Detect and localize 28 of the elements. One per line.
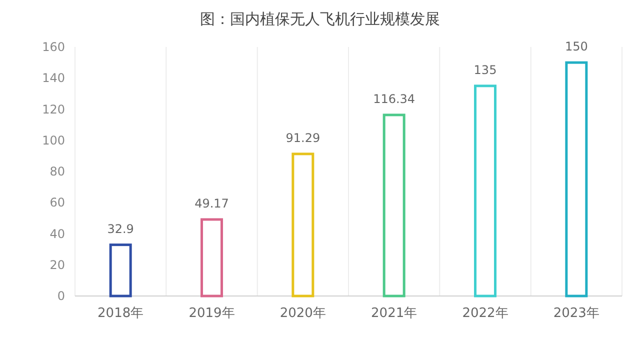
- data-label: 91.29: [286, 130, 320, 145]
- y-tick-label: 60: [50, 196, 65, 210]
- bar: [565, 61, 588, 298]
- data-label: 135: [474, 62, 497, 77]
- bar: [382, 114, 406, 298]
- x-tick-label: 2022年: [462, 306, 508, 321]
- data-label: 32.9: [107, 222, 134, 236]
- bar: [292, 152, 314, 298]
- bar: [200, 218, 223, 298]
- data-label: 49.17: [194, 196, 229, 210]
- y-tick-label: 120: [42, 102, 65, 116]
- data-label: 150: [564, 40, 588, 54]
- x-tick-label: 2018年: [98, 306, 144, 321]
- data-label: 116.34: [373, 92, 416, 106]
- y-tick-label: 160: [42, 40, 65, 54]
- bar: [109, 244, 132, 298]
- y-tick-label: 0: [57, 289, 65, 303]
- x-tick-label: 2020年: [280, 306, 326, 321]
- y-tick-label: 20: [50, 258, 65, 272]
- y-tick-label: 80: [50, 164, 65, 178]
- y-tick-label: 100: [42, 133, 65, 148]
- x-tick-label: 2021年: [371, 306, 418, 321]
- bar: [474, 84, 496, 298]
- y-tick-label: 40: [50, 226, 65, 241]
- x-tick-label: 2023年: [553, 306, 600, 321]
- y-tick-label: 140: [42, 71, 65, 86]
- x-tick-label: 2019年: [188, 306, 235, 321]
- chart-title: 图：国内植保无人飞机行业规模发展: [200, 10, 440, 28]
